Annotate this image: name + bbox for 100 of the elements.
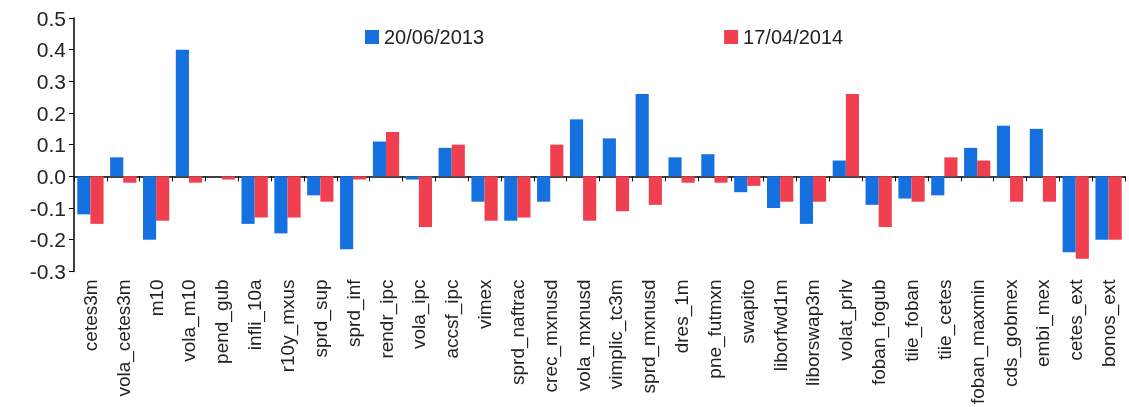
x-tick-label: sprd_sup: [309, 279, 332, 358]
x-tick-label: embi_mex: [1032, 278, 1055, 368]
y-tick-label: -0.3: [29, 259, 66, 283]
bar: [188, 176, 203, 183]
y-tick-label: 0.4: [36, 38, 67, 62]
bar: [701, 154, 715, 177]
bar: [1095, 176, 1109, 240]
bar: [812, 176, 827, 202]
x-tick-label: foban_maxmin: [966, 279, 989, 404]
bar: [832, 160, 846, 177]
y-tick-label: -0.1: [29, 196, 66, 220]
x-tick-label: pend_gub: [211, 279, 234, 364]
bar: [878, 176, 892, 228]
y-tick-label: -0.2: [29, 228, 66, 252]
bar: [964, 147, 978, 177]
bar: [471, 176, 485, 202]
bar: [799, 176, 813, 224]
bar: [1062, 176, 1076, 253]
x-tick-label: sprd_inf: [342, 278, 365, 347]
bar: [931, 176, 945, 196]
bar: [307, 176, 321, 196]
x-tick-label: vimplic_tc3m: [605, 279, 628, 390]
bar: [648, 176, 662, 205]
bar: [569, 119, 584, 177]
y-tick-label: 0.2: [36, 101, 66, 125]
bar: [110, 157, 124, 177]
bar: [438, 147, 452, 177]
bar: [320, 176, 334, 202]
y-tick-label: 0.0: [36, 164, 66, 188]
bar: [1010, 176, 1024, 202]
x-tick-label: foban_fogub: [868, 279, 891, 386]
bar: [254, 176, 268, 218]
bar: [353, 176, 367, 180]
x-tick-label: vola_cetes3m: [112, 279, 135, 397]
bar: [405, 176, 419, 180]
bar: [156, 176, 170, 221]
bar: [504, 176, 518, 221]
bar: [287, 176, 301, 218]
x-tick-label: sprd_naftrac: [506, 279, 529, 385]
x-tick-label: pne_futmxn: [703, 279, 726, 379]
x-tick-label: tiie_foban: [901, 279, 924, 362]
bar: [221, 176, 235, 180]
x-tick-label: accsf_ipc: [441, 279, 464, 359]
bar: [372, 141, 387, 177]
bar: [550, 144, 564, 177]
bar: [714, 176, 728, 183]
bar: [845, 94, 859, 177]
x-tick-label: vimex: [474, 278, 496, 329]
legend-label: 20/06/2013: [384, 26, 485, 48]
x-tick-label: crec_mxnusd: [539, 279, 562, 393]
y-tick-label: 0.1: [36, 133, 66, 157]
bar: [1042, 176, 1057, 202]
bar: [1075, 176, 1089, 259]
y-tick-label: 0.5: [36, 6, 66, 30]
x-tick-label: dres_1m: [671, 279, 694, 354]
bar: [747, 176, 761, 186]
x-tick-label: vola_m10: [178, 279, 201, 362]
x-tick-label: cetes3m: [79, 279, 101, 352]
x-tick-label: volat_prlv: [835, 278, 858, 361]
x-tick-label: m10: [145, 279, 167, 317]
bar: [635, 94, 649, 177]
bar: [241, 176, 255, 224]
x-tick-label: cds_gobmex: [999, 278, 1022, 388]
bar: [944, 157, 958, 177]
bar: [911, 176, 925, 202]
bar: [175, 49, 189, 177]
bar: [484, 176, 498, 221]
bar: [898, 176, 912, 199]
x-tick-label: swapito: [736, 279, 758, 344]
bar: [1108, 176, 1122, 240]
y-tick-label: 0.3: [36, 69, 66, 93]
bar: [90, 176, 104, 224]
bar: [418, 176, 432, 228]
bar: [734, 176, 748, 193]
bar: [865, 176, 879, 205]
bar: [767, 176, 781, 209]
x-tick-label: liborswap3m: [802, 279, 824, 387]
bar: [537, 176, 551, 202]
x-tick-label: cetes_ext: [1065, 278, 1088, 361]
x-tick-label: tiie_cetes: [933, 279, 956, 360]
bar: [780, 176, 794, 202]
x-tick-label: vola_ipc: [408, 279, 431, 350]
bar: [681, 176, 695, 183]
bar: [274, 176, 288, 234]
bar: [615, 176, 630, 212]
x-tick-label: bonos_ext: [1098, 278, 1121, 368]
x-tick-label: rendr_ipc: [375, 279, 398, 359]
bar: [602, 138, 616, 177]
bar: [583, 176, 597, 221]
bar: [451, 144, 465, 177]
x-tick-label: infli_10a: [244, 278, 267, 351]
bar: [517, 176, 531, 218]
x-tick-label: liborfwd1m: [769, 279, 791, 372]
x-tick-label: r10y_mxus: [276, 279, 299, 373]
x-tick-label: sprd_mxnusd: [638, 279, 661, 394]
bar: [123, 176, 137, 183]
bar: [142, 176, 157, 240]
bar: [996, 125, 1011, 177]
legend-label: 17/04/2014: [743, 26, 844, 48]
x-tick-label: vola_mxnusd: [572, 279, 595, 392]
